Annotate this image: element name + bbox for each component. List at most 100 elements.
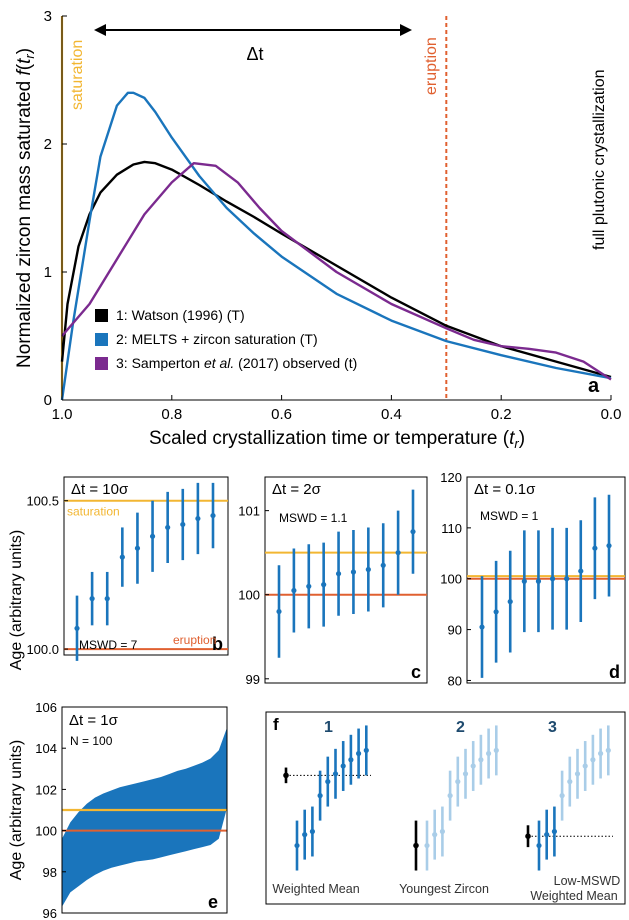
y-tick-label: 0 bbox=[44, 392, 52, 409]
legend-swatch-3 bbox=[95, 357, 108, 370]
data-point bbox=[276, 608, 282, 615]
data-point bbox=[356, 750, 362, 757]
y-tick-label: 80 bbox=[448, 673, 462, 688]
estimate-point bbox=[413, 842, 419, 849]
data-point bbox=[544, 832, 550, 838]
x-tick-label: 0.8 bbox=[161, 406, 182, 423]
data-point bbox=[567, 779, 573, 785]
saturation-annotation: saturation bbox=[69, 40, 86, 110]
data-point bbox=[104, 596, 110, 602]
data-point bbox=[210, 512, 216, 519]
data-point bbox=[363, 747, 369, 754]
y-axis-label: Normalized zircon mass saturated f(tr) bbox=[14, 48, 37, 368]
data-point bbox=[365, 566, 371, 573]
data-point bbox=[598, 750, 604, 757]
data-point bbox=[180, 521, 186, 528]
panel-f: f 1 Weighted Mean 2 Youngest Zircon 3 Low-MSWD… bbox=[265, 711, 626, 905]
panel-title: Δt = 2σ bbox=[272, 481, 322, 498]
x-tick-label: 0.0 bbox=[601, 406, 622, 423]
method-label-2: Weighted Mean bbox=[530, 889, 617, 903]
y-tick-label: 100 bbox=[35, 824, 57, 839]
method-group-1: 1 Weighted Mean bbox=[272, 719, 371, 896]
data-point bbox=[317, 793, 323, 799]
plot-frame bbox=[265, 711, 626, 905]
y-axis-label: Age (arbitrary units) bbox=[8, 530, 25, 671]
data-point bbox=[350, 569, 357, 575]
data-point bbox=[134, 545, 141, 551]
y-tick-label: 3 bbox=[44, 8, 52, 25]
data-point bbox=[410, 529, 416, 535]
panel-label-f: f bbox=[273, 715, 279, 734]
x-tick-label: 0.6 bbox=[271, 406, 292, 423]
full-crystallization-annotation: full plutonic crystallization bbox=[591, 69, 608, 250]
data-point bbox=[447, 793, 453, 799]
data-point bbox=[325, 779, 331, 785]
mswd-label: MSWD = 7 bbox=[79, 638, 138, 652]
panel-a: 1.0 0.8 0.6 0.4 0.2 0.0 0 1 2 3 Scaled crystalliza… bbox=[14, 8, 621, 451]
data-point bbox=[306, 583, 312, 589]
data-point bbox=[321, 582, 327, 588]
legend-swatch-2 bbox=[95, 333, 108, 346]
panel-e: 96 98 100 102 104 106 Δt = 1σ N = 100 e bbox=[35, 700, 228, 920]
data-point bbox=[486, 750, 492, 757]
mswd-label: MSWD = 1.1 bbox=[279, 511, 348, 525]
panel-d: 80 90 100 110 120 Δt = 0.1σ MSWD = 1 d bbox=[440, 470, 626, 688]
method-number: 2 bbox=[456, 719, 465, 736]
data-point bbox=[335, 571, 342, 577]
data-point bbox=[605, 747, 611, 754]
data-point bbox=[332, 771, 339, 777]
y-tick-label: 104 bbox=[35, 741, 57, 756]
data-point bbox=[549, 576, 556, 582]
eruption-annotation: eruption bbox=[423, 37, 440, 95]
data-point bbox=[348, 757, 354, 763]
data-point bbox=[592, 545, 598, 551]
eruption-label: eruption bbox=[173, 633, 216, 647]
data-point bbox=[395, 550, 401, 556]
data-point bbox=[590, 757, 596, 763]
data-point bbox=[564, 576, 570, 582]
data-point bbox=[432, 832, 438, 838]
y-axis-label: Age (arbitrary units) bbox=[8, 740, 25, 881]
data-point bbox=[294, 842, 300, 849]
data-point bbox=[424, 842, 430, 849]
data-point bbox=[195, 515, 201, 522]
data-point bbox=[536, 842, 542, 849]
legend-label-1: 1: Watson (1996) (T) bbox=[116, 307, 245, 323]
data-point bbox=[89, 596, 95, 602]
delta-arrow-head-left bbox=[94, 24, 106, 36]
panel-label-b: b bbox=[212, 634, 223, 654]
method-number: 1 bbox=[324, 719, 333, 736]
data-point bbox=[521, 578, 527, 584]
data-point bbox=[470, 763, 476, 769]
x-tick-label: 0.4 bbox=[381, 406, 402, 423]
y-tick-label: 90 bbox=[448, 623, 462, 638]
panel-label-e: e bbox=[208, 892, 218, 912]
legend-swatch-1 bbox=[95, 309, 108, 322]
data-point bbox=[165, 524, 171, 531]
method-label: Low-MSWD bbox=[554, 874, 621, 888]
data-point bbox=[291, 587, 297, 594]
x-tick-label: 0.2 bbox=[491, 406, 512, 423]
y-tick-label: 2 bbox=[44, 136, 52, 153]
y-tick-label: 99 bbox=[246, 672, 260, 687]
data-point bbox=[302, 832, 308, 838]
data-point bbox=[340, 763, 346, 769]
saturation-label: saturation bbox=[67, 505, 120, 519]
plot-frame bbox=[61, 706, 228, 914]
data-point bbox=[578, 568, 584, 574]
legend-label-2: 2: MELTS + zircon saturation (T) bbox=[116, 331, 318, 347]
data-point bbox=[493, 747, 499, 754]
delta-arrow-head-right bbox=[400, 24, 412, 36]
legend-label-3: 3: Samperton et al. (2017) observed (t) bbox=[116, 355, 357, 371]
data-point bbox=[574, 771, 581, 777]
panel-b: 100.0 100.5 Δt = 10σ MSWD = 7 b saturation eru… bbox=[26, 476, 229, 661]
data-point bbox=[535, 578, 542, 584]
panel-label-c: c bbox=[411, 662, 421, 682]
data-point bbox=[479, 624, 485, 630]
y-tick-label: 102 bbox=[35, 782, 57, 797]
data-point bbox=[478, 757, 484, 763]
data-point bbox=[507, 599, 513, 605]
data-point bbox=[582, 763, 588, 769]
series-line-2 bbox=[60, 91, 612, 401]
y-tick-label: 96 bbox=[43, 906, 57, 920]
